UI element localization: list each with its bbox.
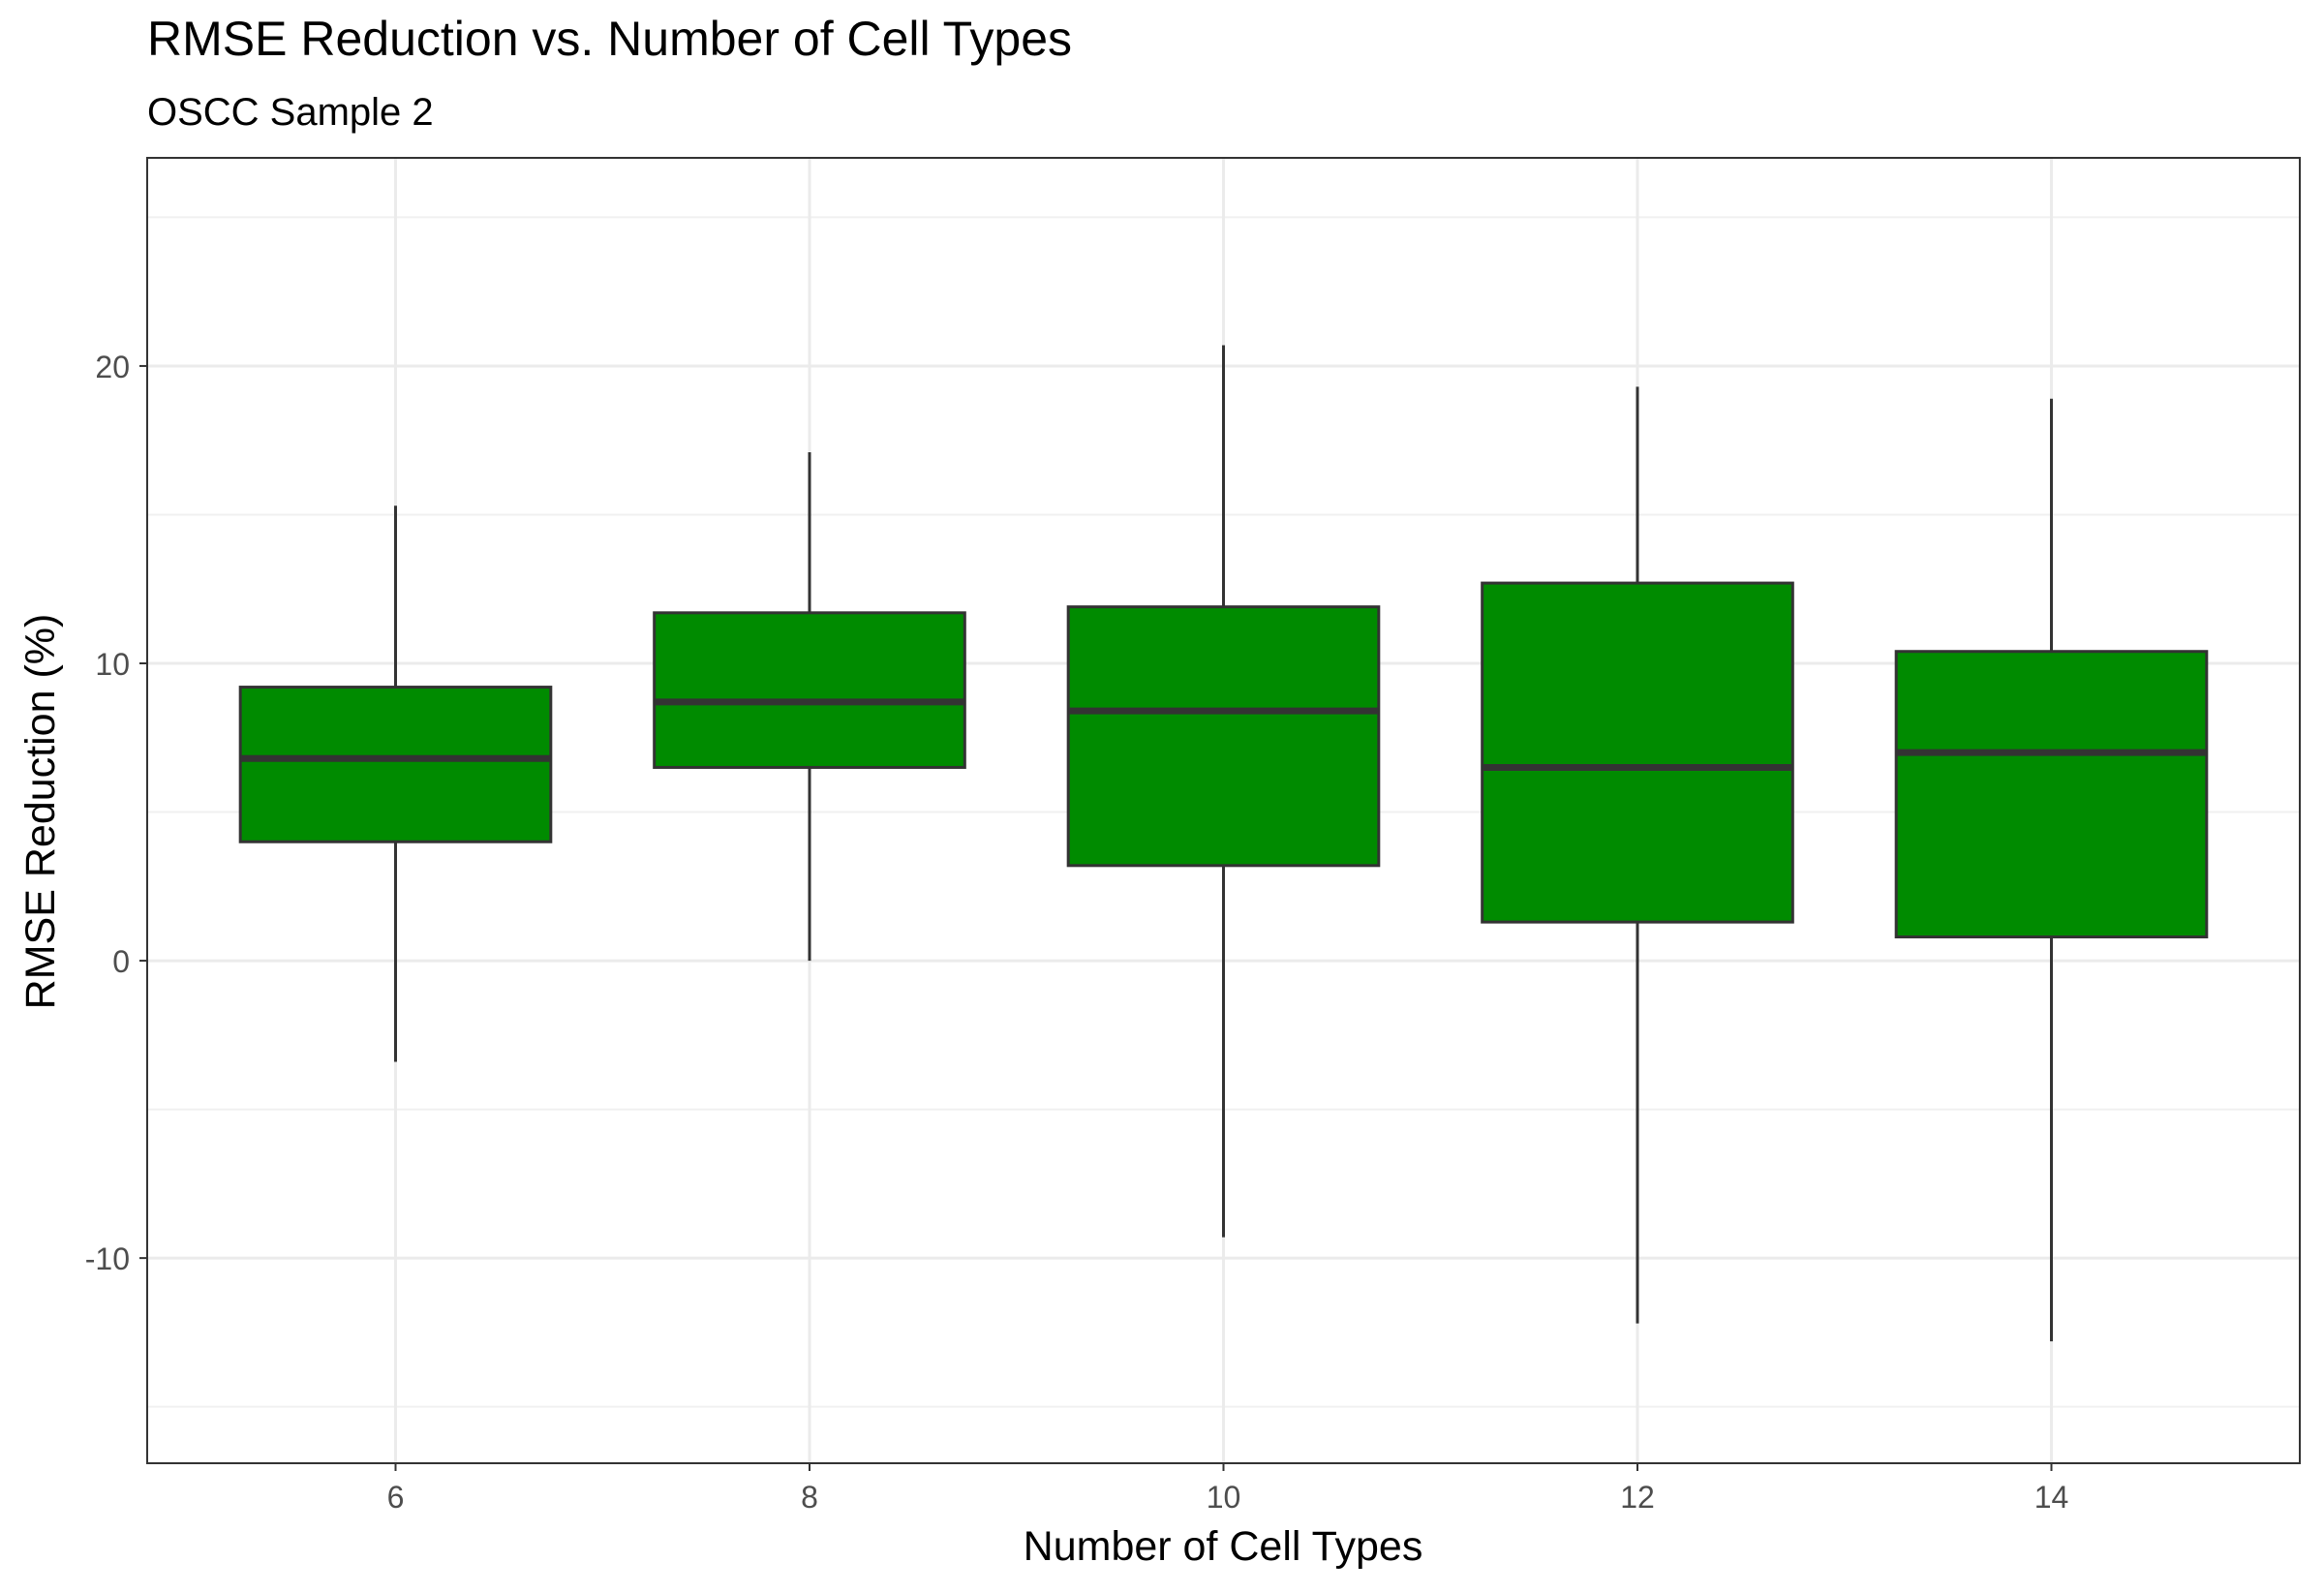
boxes [238,345,2209,1342]
x-tick-label: 14 [2034,1480,2069,1515]
y-tick-label: 20 [95,350,130,384]
x-tick-label: 6 [387,1480,405,1515]
chart-title: RMSE Reduction vs. Number of Cell Types [147,12,1072,66]
x-tick-label: 10 [1207,1480,1241,1515]
chart-subtitle: OSCC Sample 2 [147,91,434,134]
box-body [653,611,966,769]
box-body [238,686,553,843]
x-tick-label: 8 [801,1480,818,1515]
x-tick-label: 12 [1620,1480,1655,1515]
box-14 [1894,398,2209,1342]
box-8 [653,451,966,962]
axis-ticks: -10 0 10 20 6 8 10 12 14 [85,350,2069,1515]
y-tick-label: 10 [95,647,130,682]
y-tick-label: -10 [85,1241,130,1276]
box-body [1894,650,2209,939]
box-12 [1481,386,1794,1324]
box-6 [238,505,553,1062]
y-tick-label: 0 [112,944,130,979]
box-10 [1066,345,1381,1238]
box-body [1066,605,1381,868]
x-axis-title: Number of Cell Types [1024,1523,1423,1570]
box-body [1481,581,1794,924]
y-axis-title: RMSE Reduction (%) [17,614,64,1010]
